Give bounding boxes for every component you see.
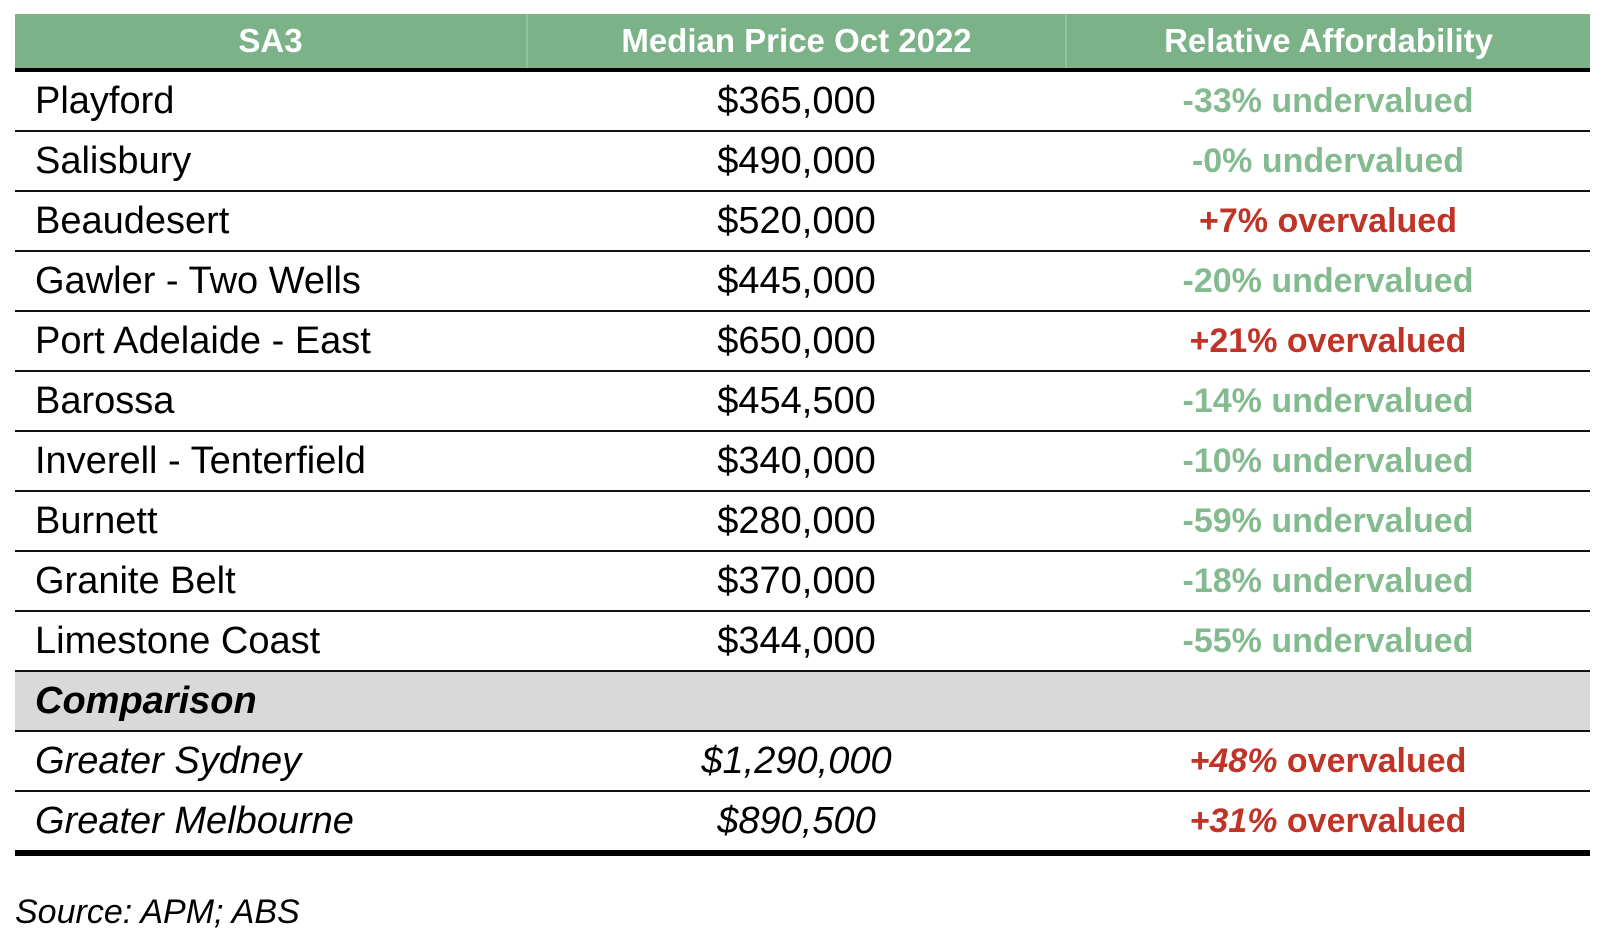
price-cell: $454,500	[527, 371, 1066, 432]
affordability-word: undervalued	[1261, 561, 1474, 600]
affordability-percent: +31%	[1189, 801, 1278, 840]
affordability-cell: -10% undervalued	[1066, 431, 1590, 492]
comparison-section-label: Comparison	[15, 671, 527, 732]
price-cell: $344,000	[527, 611, 1066, 672]
affordability-word: undervalued	[1261, 441, 1474, 480]
comparison-section-spacer	[1066, 671, 1590, 732]
region-cell: Salisbury	[15, 131, 527, 192]
region-cell: Greater Sydney	[15, 731, 527, 792]
affordability-percent: -33%	[1182, 81, 1262, 120]
region-cell: Limestone Coast	[15, 611, 527, 672]
header-cell-sa3: SA3	[15, 14, 527, 72]
affordability-cell: -0% undervalued	[1066, 131, 1590, 192]
affordability-word: overvalued	[1268, 201, 1457, 240]
affordability-table-container: SA3 Median Price Oct 2022 Relative Affor…	[15, 14, 1590, 856]
table-row: Limestone Coast $344,000 -55% undervalue…	[15, 611, 1590, 672]
table-row: Greater Sydney $1,290,000 +48% overvalue…	[15, 731, 1590, 792]
affordability-cell: -33% undervalued	[1066, 70, 1590, 132]
affordability-percent: +21%	[1189, 321, 1278, 360]
region-cell: Gawler - Two Wells	[15, 251, 527, 312]
table-row: Gawler - Two Wells $445,000 -20% underva…	[15, 251, 1590, 312]
price-cell: $370,000	[527, 551, 1066, 612]
region-cell: Granite Belt	[15, 551, 527, 612]
affordability-cell: +48% overvalued	[1066, 731, 1590, 792]
table-header: SA3 Median Price Oct 2022 Relative Affor…	[15, 14, 1590, 72]
table-row: Greater Melbourne $890,500 +31% overvalu…	[15, 791, 1590, 856]
comparison-section-spacer	[527, 671, 1066, 732]
affordability-word: undervalued	[1261, 501, 1474, 540]
affordability-cell: -20% undervalued	[1066, 251, 1590, 312]
price-cell: $340,000	[527, 431, 1066, 492]
affordability-percent: -59%	[1182, 501, 1262, 540]
price-cell: $490,000	[527, 131, 1066, 192]
table-header-row: SA3 Median Price Oct 2022 Relative Affor…	[15, 14, 1590, 72]
affordability-percent: -0%	[1191, 141, 1253, 180]
affordability-cell: -59% undervalued	[1066, 491, 1590, 552]
region-cell: Inverell - Tenterfield	[15, 431, 527, 492]
price-cell: $890,500	[527, 791, 1066, 856]
table-body: Playford $365,000 -33% undervalued Salis…	[15, 70, 1590, 856]
affordability-cell: +21% overvalued	[1066, 311, 1590, 372]
affordability-word: undervalued	[1261, 261, 1474, 300]
price-cell: $650,000	[527, 311, 1066, 372]
table-row: Port Adelaide - East $650,000 +21% overv…	[15, 311, 1590, 372]
table-row: Inverell - Tenterfield $340,000 -10% und…	[15, 431, 1590, 492]
affordability-word: undervalued	[1261, 381, 1474, 420]
table-row: Barossa $454,500 -14% undervalued	[15, 371, 1590, 432]
affordability-percent: -10%	[1182, 441, 1262, 480]
affordability-percent: +7%	[1199, 201, 1268, 240]
region-cell: Barossa	[15, 371, 527, 432]
table-row: Burnett $280,000 -59% undervalued	[15, 491, 1590, 552]
table-row: Salisbury $490,000 -0% undervalued	[15, 131, 1590, 192]
affordability-cell: -55% undervalued	[1066, 611, 1590, 672]
affordability-word: overvalued	[1277, 801, 1467, 840]
price-cell: $280,000	[527, 491, 1066, 552]
affordability-percent: +48%	[1189, 741, 1278, 780]
region-cell: Beaudesert	[15, 191, 527, 252]
table-row: Playford $365,000 -33% undervalued	[15, 70, 1590, 132]
affordability-word: undervalued	[1261, 621, 1474, 660]
affordability-percent: -55%	[1182, 621, 1262, 660]
table-row: Beaudesert $520,000 +7% overvalued	[15, 191, 1590, 252]
affordability-word: undervalued	[1252, 141, 1465, 180]
source-note: Source: APM; ABS	[15, 893, 300, 931]
affordability-percent: -18%	[1182, 561, 1262, 600]
affordability-word: overvalued	[1277, 741, 1467, 780]
price-cell: $445,000	[527, 251, 1066, 312]
header-cell-relative-affordability: Relative Affordability	[1065, 14, 1590, 72]
affordability-word: undervalued	[1261, 81, 1474, 120]
affordability-percent: -20%	[1182, 261, 1262, 300]
affordability-word: overvalued	[1277, 321, 1467, 360]
price-cell: $365,000	[527, 70, 1066, 132]
affordability-cell: +31% overvalued	[1066, 791, 1590, 856]
affordability-percent: -14%	[1182, 381, 1262, 420]
affordability-cell: -18% undervalued	[1066, 551, 1590, 612]
region-cell: Playford	[15, 70, 527, 132]
table-row: Granite Belt $370,000 -18% undervalued	[15, 551, 1590, 612]
region-cell: Burnett	[15, 491, 527, 552]
comparison-section-row: Comparison	[15, 671, 1590, 732]
header-cell-median-price: Median Price Oct 2022	[526, 14, 1066, 72]
region-cell: Port Adelaide - East	[15, 311, 527, 372]
price-cell: $520,000	[527, 191, 1066, 252]
region-cell: Greater Melbourne	[15, 791, 527, 856]
affordability-cell: -14% undervalued	[1066, 371, 1590, 432]
affordability-table: SA3 Median Price Oct 2022 Relative Affor…	[15, 14, 1590, 856]
affordability-cell: +7% overvalued	[1066, 191, 1590, 252]
price-cell: $1,290,000	[527, 731, 1066, 792]
